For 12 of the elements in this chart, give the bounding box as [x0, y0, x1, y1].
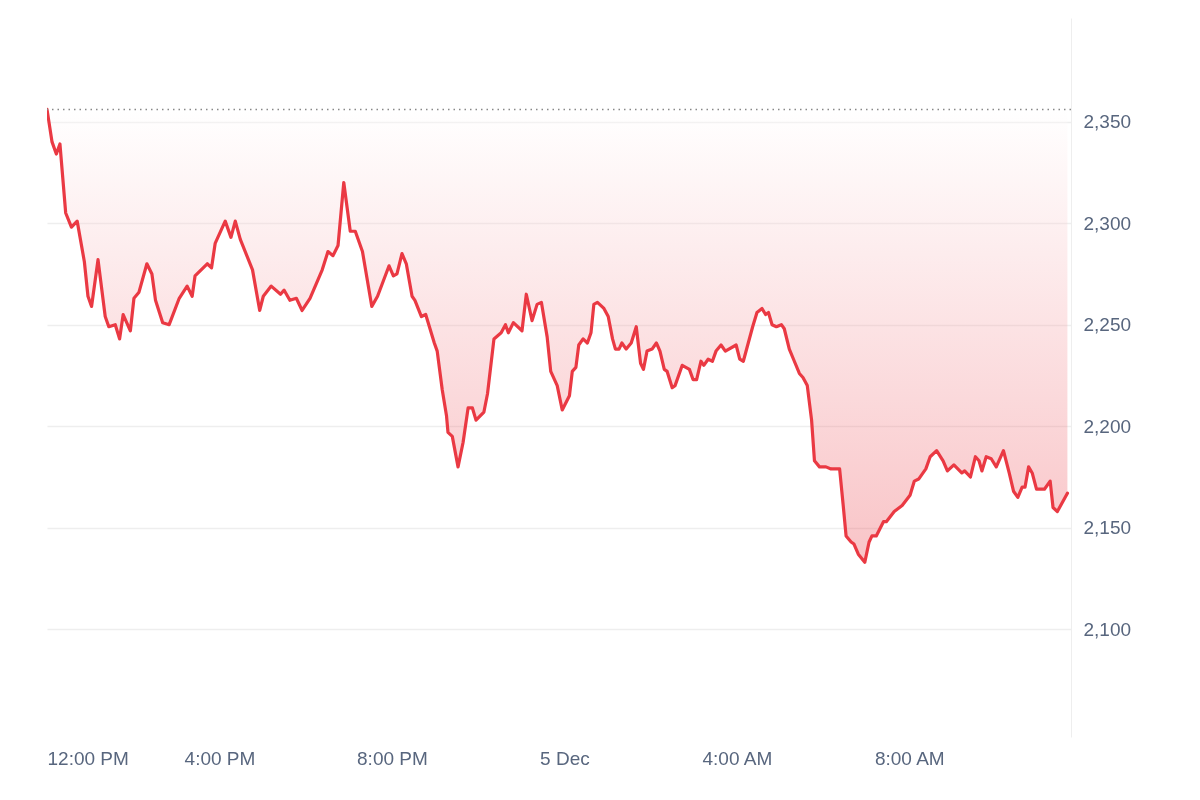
x-tick-label: 8:00 AM [874, 747, 945, 769]
y-tick-label: 2,100 [1083, 618, 1132, 640]
y-tick-label: 2,250 [1083, 314, 1132, 336]
x-tick-label: 4:00 PM [184, 747, 256, 769]
y-tick-label: 2,150 [1083, 517, 1132, 539]
x-tick-label: 8:00 PM [357, 747, 428, 769]
x-tick-label: 4:00 AM [702, 747, 773, 769]
y-tick-label: 2,350 [1083, 111, 1132, 133]
x-tick-label: 12:00 PM [47, 747, 129, 769]
y-tick-label: 2,200 [1083, 415, 1132, 437]
y-tick-label: 2,300 [1083, 212, 1132, 234]
x-tick-label: 5 Dec [540, 747, 590, 769]
